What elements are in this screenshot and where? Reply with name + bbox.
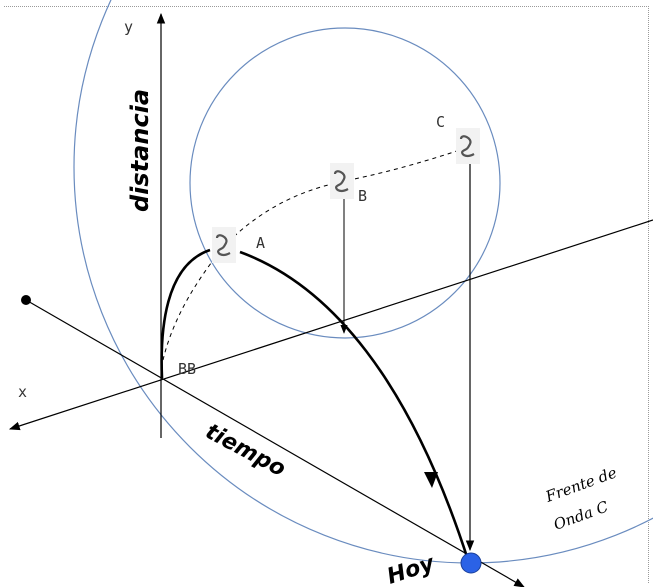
today-label: Hoy — [384, 551, 439, 587]
wave-symbol-icon — [328, 161, 356, 201]
wave-symbol-icon — [454, 126, 482, 166]
light-sphere-circle — [189, 27, 501, 339]
a-to-today-arrowhead — [424, 472, 438, 488]
time-axis — [25, 299, 525, 587]
origin-label: BB — [178, 360, 196, 378]
time-label: tiempo — [201, 419, 289, 482]
wavefront-label-line1: Frente de — [542, 463, 619, 506]
today-marker — [460, 552, 482, 574]
y-axis-label: y — [124, 18, 133, 36]
point-b-label: B — [358, 187, 367, 205]
x-axis-label: x — [18, 383, 27, 401]
a-to-today-curve — [239, 250, 470, 561]
x-axis — [8, 219, 653, 431]
dashed-trajectory — [162, 147, 467, 361]
bb-to-a-curve — [160, 248, 211, 379]
wave-symbol-icon — [210, 225, 238, 265]
point-c-label: C — [436, 113, 445, 131]
wavefront-label-line2: Onda C — [551, 497, 611, 534]
point-a-label: A — [256, 234, 265, 252]
time-axis-start-dot — [21, 295, 31, 305]
figure-frame — [4, 6, 649, 583]
distance-label: distancia — [126, 89, 154, 212]
